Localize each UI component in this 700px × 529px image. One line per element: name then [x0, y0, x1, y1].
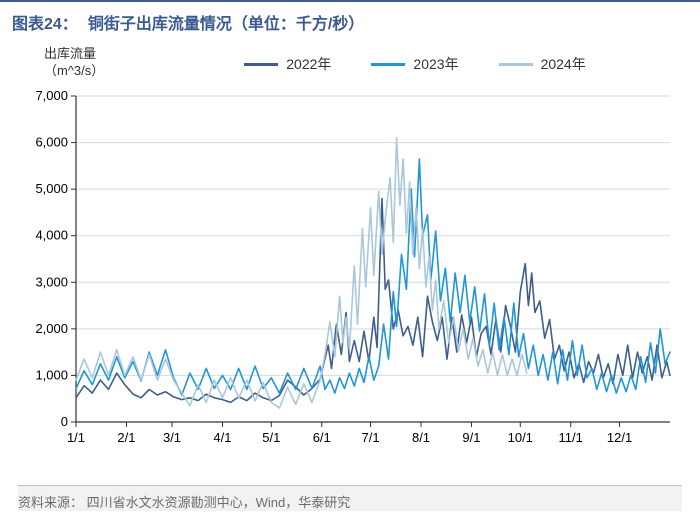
- yaxis-title-l1: 出库流量: [44, 46, 96, 61]
- legend-swatch: [244, 63, 278, 66]
- xtick-label: 6/1: [313, 430, 331, 445]
- legend-item: 2022年: [244, 54, 331, 74]
- xtick-label: 4/1: [213, 430, 231, 445]
- legend: 2022年 2023年 2024年: [168, 54, 662, 74]
- legend-swatch: [499, 63, 533, 66]
- source-label: 资料来源：: [18, 495, 83, 510]
- yaxis-title-l2: （m^3/s）: [44, 63, 104, 78]
- chart-figure: 图表24： 铜街子出库流量情况（单位：千方/秒） 出库流量 （m^3/s） 20…: [0, 0, 700, 529]
- xtick-label: 2/1: [117, 430, 135, 445]
- ytick-label: 5,000: [35, 181, 68, 196]
- yaxis-title: 出库流量 （m^3/s）: [44, 46, 104, 80]
- chart-number: 图表24：: [12, 10, 78, 34]
- chart-title: 铜街子出库流量情况（单位：千方/秒）: [88, 10, 364, 34]
- ytick-label: 1,000: [35, 367, 68, 382]
- legend-item: 2023年: [371, 54, 458, 74]
- line-chart-svg: 0 1,000 2,000 3,000 4,000 5,000 6,000 7,000 1/1 2…: [18, 90, 682, 450]
- legend-label: 2024年: [541, 54, 586, 74]
- xtick-label: 7/1: [362, 430, 380, 445]
- xtick-label: 8/1: [412, 430, 430, 445]
- ytick-label: 6,000: [35, 135, 68, 150]
- ytick-label: 3,000: [35, 274, 68, 289]
- xtick-label: 9/1: [462, 430, 480, 445]
- legend-item: 2024年: [499, 54, 586, 74]
- legend-label: 2023年: [413, 54, 458, 74]
- xtick-label: 5/1: [262, 430, 280, 445]
- source-row: 资料来源： 四川省水文水资源勘测中心，Wind，华泰研究: [18, 485, 682, 511]
- ytick-label: 4,000: [35, 228, 68, 243]
- ytick-label: 2,000: [35, 321, 68, 336]
- source-text: 四川省水文水资源勘测中心，Wind，华泰研究: [87, 495, 351, 510]
- legend-swatch: [371, 63, 405, 66]
- plot-area: 出库流量 （m^3/s） 2022年 2023年 2024年 0 1,000 2,000…: [18, 46, 682, 466]
- xtick-label: 3/1: [163, 430, 181, 445]
- xtick-label: 10/1: [508, 430, 533, 445]
- xtick-label: 1/1: [67, 430, 85, 445]
- xtick-label: 11/1: [559, 430, 583, 445]
- ytick-label: 7,000: [35, 90, 68, 103]
- title-bar: 图表24： 铜街子出库流量情况（单位：千方/秒）: [0, 0, 700, 40]
- legend-label: 2022年: [286, 54, 331, 74]
- xtick-label: 12/1: [607, 430, 632, 445]
- ytick-label: 0: [61, 414, 68, 429]
